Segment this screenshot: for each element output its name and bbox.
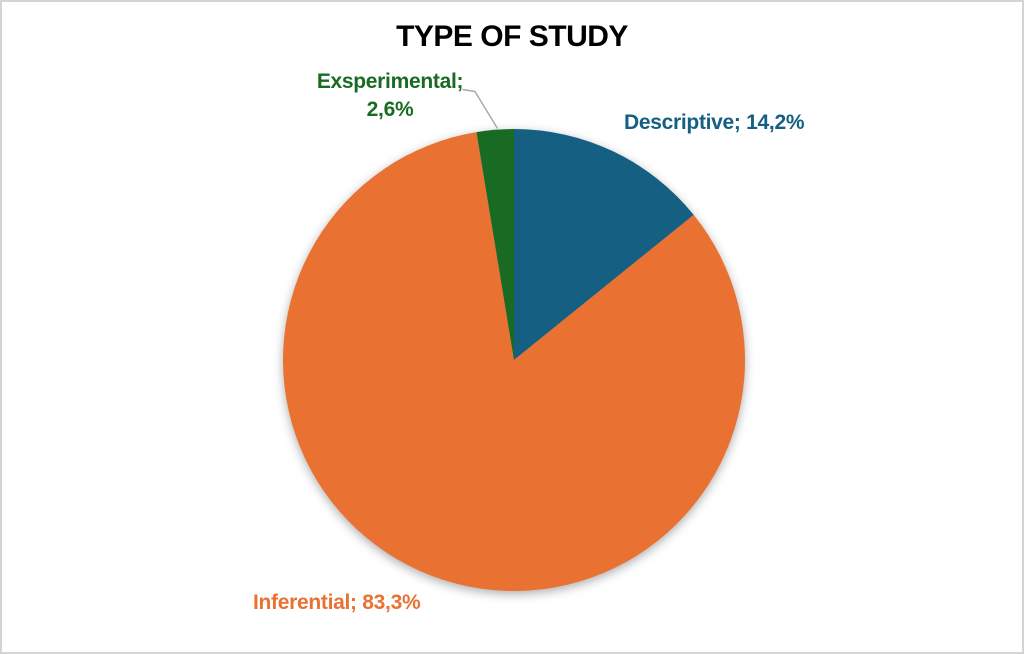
data-label-inferential: Inferential; 83,3%: [253, 591, 421, 614]
pie-slice-descriptive: [514, 129, 694, 360]
data-label-descriptive: Descriptive; 14,2%: [624, 111, 805, 134]
pie-slices-group: [283, 129, 746, 591]
data-label-experimental: Exsperimental; 2,6%: [295, 68, 485, 124]
leader-line-experimental: [462, 88, 499, 129]
data-label-experimental-value: 2,6%: [366, 98, 414, 121]
chart-title: TYPE OF STUDY: [396, 20, 628, 53]
pie-slice-exsperimental: [476, 129, 514, 360]
pie-slice-inferential: [283, 132, 746, 591]
data-label-experimental-name: Exsperimental;: [316, 70, 464, 93]
